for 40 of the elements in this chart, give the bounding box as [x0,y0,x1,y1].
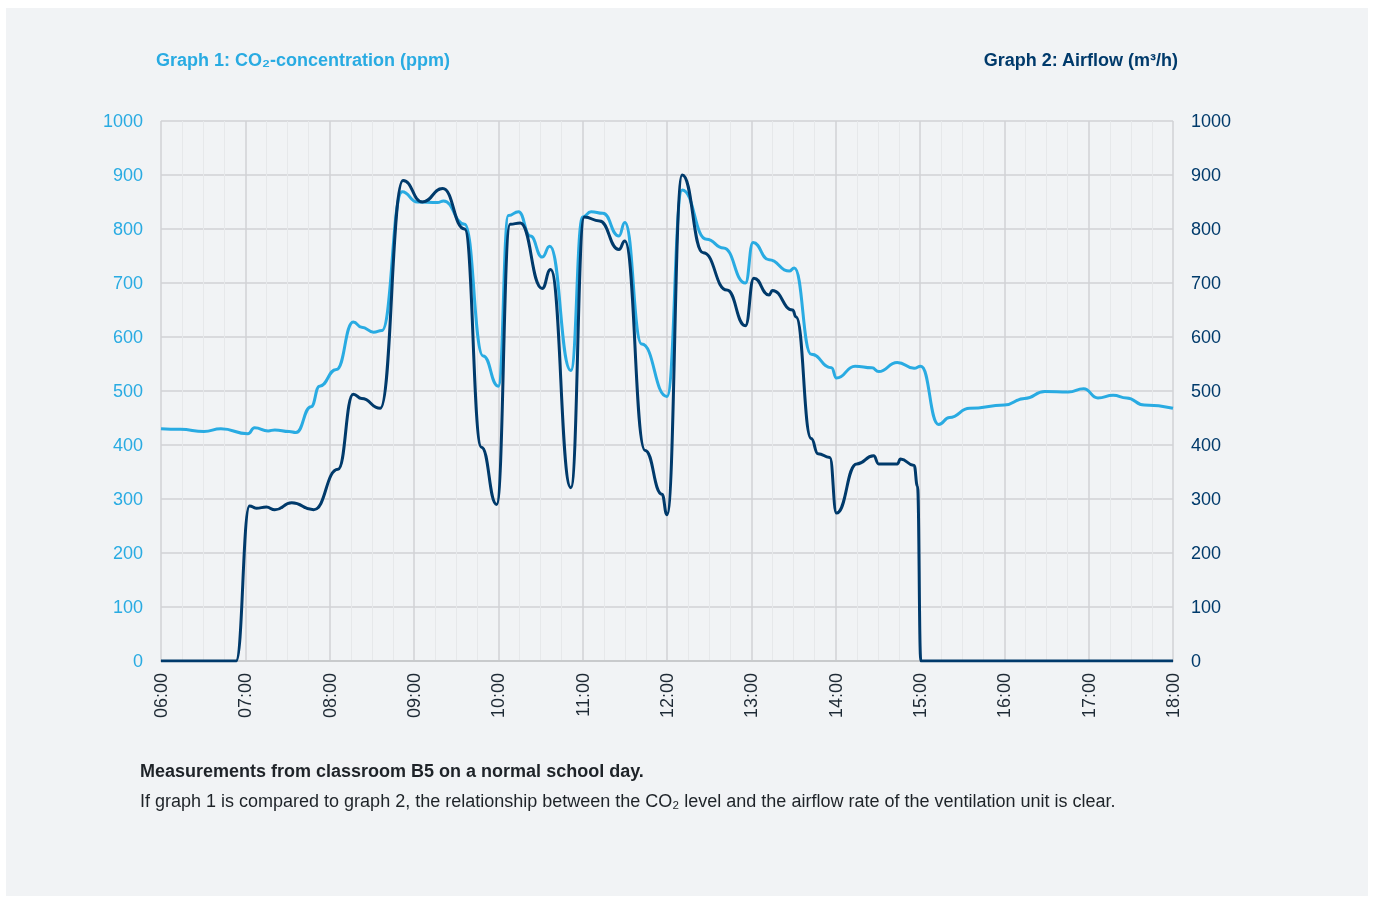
y-tick-label: 200 [112,543,143,563]
x-tick-label: 18:00 [1163,673,1183,719]
y2-tick-label: 700 [1191,273,1222,293]
y2-tick-label: 0 [1191,651,1202,671]
x-tick-label: 09:00 [404,673,424,719]
x-tick-label: 08:00 [319,673,340,719]
y2-axis-title: Graph 2: Airflow (m³/h) [983,50,1178,70]
x-tick-label: 14:00 [825,673,846,719]
y-tick-label: 400 [112,435,143,455]
y2-tick-label: 800 [1191,219,1222,239]
x-tick-label: 13:00 [741,673,762,719]
x-tick-label: 17:00 [1078,673,1099,719]
y-tick-label: 900 [112,165,143,185]
text: Measurements from classroom B5 on a normal school day. [140,760,645,783]
y-tick-label: 800 [112,219,143,239]
text: If graph 1 is compared to graph 2, the relationship between the CO₂ level and the airflow rate of the ventilation unit is clear. [140,790,1117,813]
y-tick-label: 300 [112,489,143,509]
y2-tick-label: 900 [1191,165,1222,185]
x-tick-label: 06:00 [151,673,171,719]
y-tick-label: 1000 [102,111,143,131]
y-tick-label: 100 [112,597,143,617]
y-tick-label: 0 [132,651,143,671]
line-series [159,173,1175,663]
y2-tick-label: 400 [1191,435,1222,455]
x-tick-label: 12:00 [657,673,677,719]
x-tick-label: 10:00 [488,673,509,719]
y2-tick-label: 100 [1191,597,1222,617]
x-tick-label: 11:00 [572,673,593,717]
y-tick-label: 700 [112,273,143,293]
y2-tick-label: 300 [1191,489,1222,509]
x-tick-label: 15:00 [910,673,930,719]
x-tick-label: 16:00 [994,673,1015,719]
x-tick-label: 07:00 [235,673,256,719]
y2-tick-label: 1000 [1191,111,1232,131]
y-tick-label: 500 [112,381,143,401]
y2-tick-label: 200 [1191,543,1222,563]
y-tick-label: 600 [112,327,143,347]
y2-tick-label: 600 [1191,327,1222,347]
y2-tick-label: 500 [1191,381,1222,401]
y-axis-title: Graph 1: CO₂-concentration (ppm) [156,50,451,70]
